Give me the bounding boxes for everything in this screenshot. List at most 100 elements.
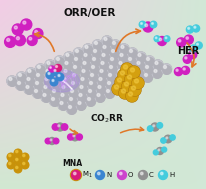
Circle shape <box>128 84 140 96</box>
Circle shape <box>55 58 64 66</box>
Circle shape <box>46 62 54 70</box>
Circle shape <box>140 23 142 24</box>
Circle shape <box>169 135 174 140</box>
Circle shape <box>117 70 121 73</box>
Circle shape <box>81 77 84 81</box>
Circle shape <box>59 102 67 110</box>
Circle shape <box>110 40 120 50</box>
Circle shape <box>108 66 117 74</box>
Circle shape <box>115 77 126 88</box>
Circle shape <box>123 80 133 90</box>
Circle shape <box>91 58 100 66</box>
Circle shape <box>121 63 132 75</box>
Circle shape <box>71 170 80 180</box>
Circle shape <box>82 52 91 62</box>
Circle shape <box>138 170 147 180</box>
Circle shape <box>137 53 140 57</box>
Circle shape <box>80 85 83 88</box>
Circle shape <box>92 50 101 58</box>
Circle shape <box>103 37 107 40</box>
Circle shape <box>54 64 61 71</box>
Circle shape <box>151 23 153 24</box>
Circle shape <box>79 76 89 86</box>
Circle shape <box>89 81 92 84</box>
Circle shape <box>42 84 52 94</box>
Circle shape <box>35 30 37 33</box>
Circle shape <box>114 84 123 94</box>
Circle shape <box>152 60 162 70</box>
Circle shape <box>43 86 52 94</box>
Circle shape <box>73 135 74 137</box>
Circle shape <box>143 64 153 74</box>
Circle shape <box>76 100 85 110</box>
Circle shape <box>192 25 199 32</box>
Circle shape <box>112 84 123 94</box>
Circle shape <box>83 61 85 64</box>
Text: M$_1$: M$_1$ <box>82 170 92 180</box>
Circle shape <box>90 74 93 77</box>
Circle shape <box>18 81 20 84</box>
Circle shape <box>87 80 97 90</box>
Circle shape <box>106 72 116 82</box>
Circle shape <box>100 62 108 70</box>
Circle shape <box>142 22 152 32</box>
Circle shape <box>126 66 135 74</box>
Circle shape <box>62 85 65 88</box>
Circle shape <box>118 70 129 81</box>
Circle shape <box>9 77 12 81</box>
Circle shape <box>27 77 30 81</box>
Circle shape <box>99 70 103 73</box>
Circle shape <box>36 74 39 77</box>
Circle shape <box>124 82 128 86</box>
Circle shape <box>45 138 50 144</box>
Circle shape <box>54 74 57 77</box>
Circle shape <box>188 51 196 59</box>
Circle shape <box>82 70 85 73</box>
Circle shape <box>35 64 45 74</box>
Circle shape <box>109 48 119 58</box>
Circle shape <box>16 72 26 82</box>
Circle shape <box>23 154 25 157</box>
Circle shape <box>134 60 144 70</box>
Circle shape <box>97 76 107 86</box>
Circle shape <box>14 26 17 29</box>
Circle shape <box>69 90 78 98</box>
Circle shape <box>88 90 91 92</box>
Circle shape <box>145 58 153 66</box>
Circle shape <box>81 70 89 78</box>
Circle shape <box>163 135 171 143</box>
Circle shape <box>190 46 192 48</box>
Circle shape <box>67 96 77 106</box>
Circle shape <box>144 56 154 66</box>
Circle shape <box>131 77 143 89</box>
Circle shape <box>73 66 76 68</box>
Circle shape <box>35 81 38 84</box>
Circle shape <box>135 70 138 73</box>
Circle shape <box>127 66 139 78</box>
Circle shape <box>135 52 145 62</box>
Circle shape <box>18 74 26 82</box>
Circle shape <box>135 52 145 62</box>
Circle shape <box>45 60 55 70</box>
Circle shape <box>181 66 189 74</box>
Circle shape <box>125 64 135 74</box>
Circle shape <box>185 37 188 39</box>
Circle shape <box>90 56 100 66</box>
Circle shape <box>109 66 112 68</box>
Circle shape <box>37 66 40 68</box>
Circle shape <box>51 98 54 101</box>
Circle shape <box>182 68 184 70</box>
Circle shape <box>114 85 118 89</box>
Circle shape <box>35 64 45 74</box>
Circle shape <box>157 36 166 46</box>
Text: ORR/OER: ORR/OER <box>63 8 116 18</box>
Polygon shape <box>8 150 28 172</box>
Circle shape <box>54 56 64 66</box>
Circle shape <box>91 66 94 68</box>
Circle shape <box>184 57 186 59</box>
Circle shape <box>103 46 105 49</box>
Circle shape <box>154 61 157 64</box>
Circle shape <box>43 94 46 97</box>
Circle shape <box>101 44 110 54</box>
Circle shape <box>72 56 82 66</box>
